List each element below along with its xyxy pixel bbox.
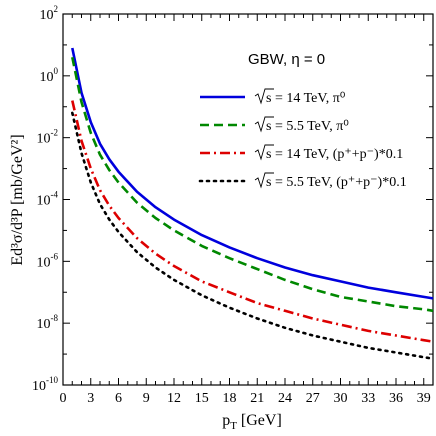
- y-tick-label: 10-2: [37, 128, 59, 147]
- x-tick-label: 33: [361, 391, 375, 406]
- plot-frame: [62, 13, 434, 386]
- legend: s = 14 TeV, π⁰ s = 5.5 TeV, π⁰ s = 14 TeV,…: [198, 88, 407, 190]
- y-tick-label: 100: [40, 66, 59, 85]
- y-tick-label: 10-4: [37, 190, 59, 209]
- series-line-2: [71, 57, 434, 313]
- chart-annotation: GBW, η = 0: [248, 51, 325, 68]
- x-tick-label: 27: [306, 391, 320, 406]
- series-line-1: [71, 47, 434, 300]
- y-tick-label: 102: [40, 4, 59, 23]
- x-tick-label: 18: [223, 391, 237, 406]
- x-tick-label: 21: [250, 391, 264, 406]
- legend-label-3: s = 14 TeV, (p⁺+p⁻)*0.1: [266, 147, 403, 162]
- x-tick-label: 9: [143, 391, 150, 406]
- y-axis-label: Ed³σ/d³P [mb/GeV²]: [9, 134, 26, 265]
- y-tick-label: 10-6: [37, 251, 59, 270]
- y-tick-label: 10-8: [37, 313, 59, 332]
- x-tick-label: 3: [87, 391, 94, 406]
- x-axis-label-main: p: [222, 412, 230, 429]
- series-line-3: [71, 100, 434, 343]
- legend-label-2: s = 5.5 TeV, π⁰: [266, 119, 349, 134]
- legend-label-1: s = 14 TeV, π⁰: [266, 91, 346, 106]
- y-tick-label: 10-10: [32, 375, 58, 394]
- x-tick-label: 6: [115, 391, 122, 406]
- x-tick-label: 36: [389, 391, 403, 406]
- x-tick-label: 39: [417, 391, 431, 406]
- sqrt-icon: [254, 172, 274, 189]
- legend-label-4: s = 5.5 TeV, (p⁺+p⁻)*0.1: [266, 175, 407, 190]
- x-tick-label: 30: [334, 391, 348, 406]
- sqrt-icon: [254, 116, 274, 133]
- x-tick-label: 12: [167, 391, 181, 406]
- x-axis-ticks: 0 3 6 9 12 15 18 21 24 27 30 33 36 39: [60, 14, 431, 406]
- series-layer: [71, 47, 435, 361]
- x-axis-label-sub: T: [230, 420, 237, 432]
- x-tick-label: 24: [278, 391, 292, 406]
- x-axis-label-rest: [GeV]: [237, 412, 282, 429]
- sqrt-icon: [254, 144, 274, 161]
- sqrt-icon: [254, 88, 274, 105]
- x-axis-label: pT [GeV]: [222, 412, 282, 432]
- x-tick-label: 15: [195, 391, 209, 406]
- x-tick-label: 0: [60, 391, 67, 406]
- y-axis-ticks: 10-10 10-8 10-6 10-4 10-2 100 102: [32, 4, 433, 394]
